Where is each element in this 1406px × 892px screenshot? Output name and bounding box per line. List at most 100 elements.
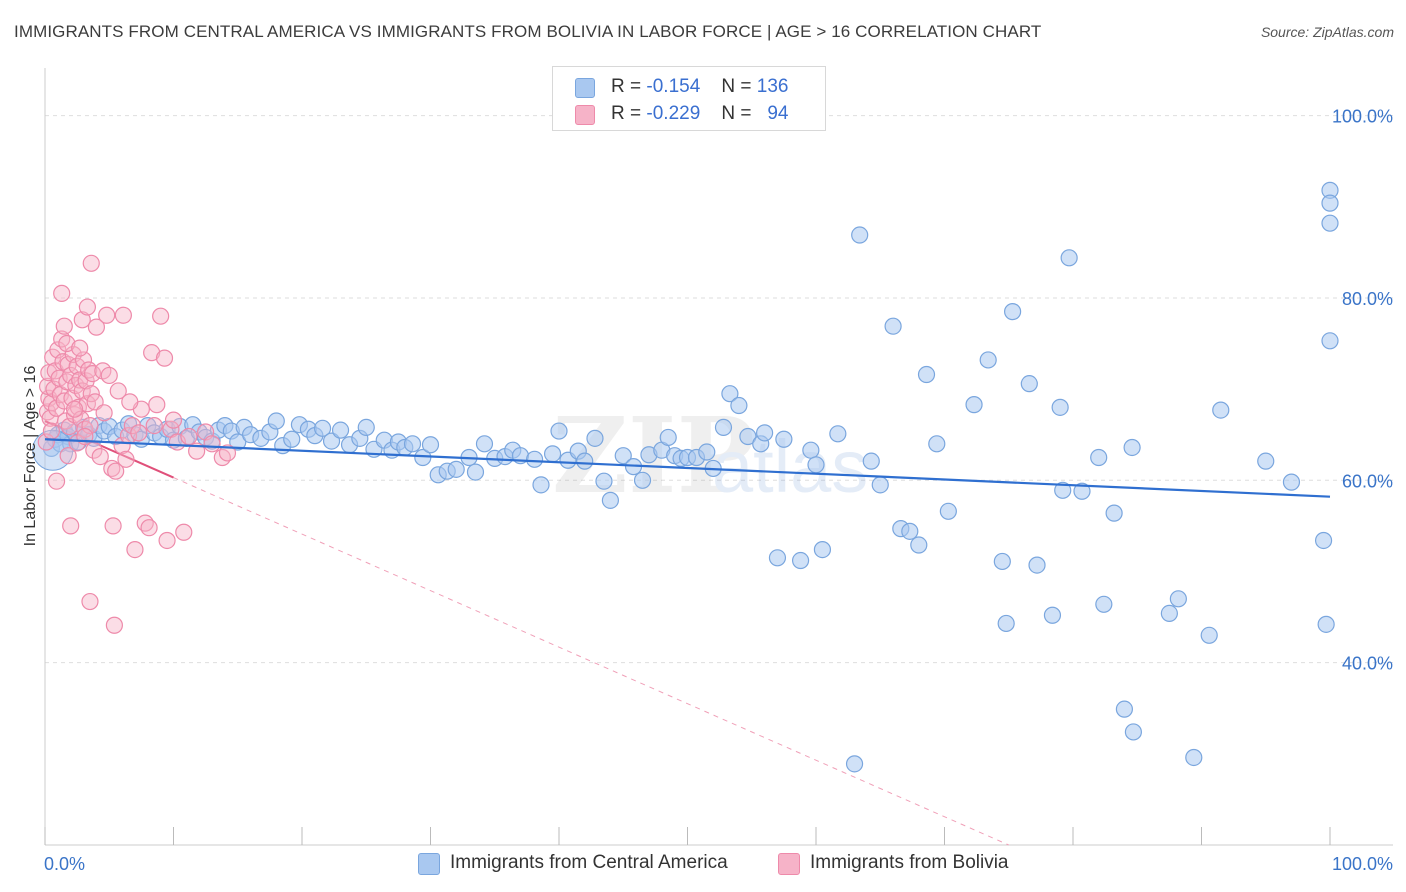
data-point-bolivia xyxy=(83,365,102,383)
data-point-bolivia xyxy=(72,410,90,428)
legend-n-label: N = xyxy=(721,103,752,124)
data-point-central-america xyxy=(807,456,825,474)
data-point-bolivia xyxy=(58,334,76,353)
data-point-central-america xyxy=(768,549,787,567)
data-point-bolivia xyxy=(145,416,163,435)
x-tick-label-min: 0.0% xyxy=(44,854,85,874)
data-point-central-america xyxy=(1160,604,1178,623)
data-point-bolivia xyxy=(117,450,135,468)
data-point-central-america xyxy=(910,536,928,554)
bottom-legend-swatch-blue xyxy=(418,853,440,875)
data-point-bolivia xyxy=(158,531,176,550)
data-point-central-america xyxy=(1257,452,1275,470)
data-point-bolivia xyxy=(203,435,221,453)
data-point-central-america xyxy=(229,433,247,451)
data-point-central-america xyxy=(543,445,562,463)
data-point-bolivia xyxy=(126,540,144,559)
data-point-central-america xyxy=(475,435,494,453)
data-point-bolivia xyxy=(55,317,73,335)
y-tick-label: 80.0% xyxy=(1342,289,1393,309)
data-point-central-america xyxy=(965,396,983,414)
data-point-bolivia xyxy=(164,411,183,429)
x-tick-labels: 0.0% 100.0% xyxy=(44,854,1393,874)
data-point-central-america xyxy=(614,447,632,465)
data-point-central-america xyxy=(917,365,936,384)
data-point-central-america xyxy=(1060,249,1078,267)
data-point-central-america xyxy=(1028,556,1046,574)
legend-r-value-blue: -0.154 xyxy=(646,76,701,97)
data-point-bolivia xyxy=(73,311,91,329)
data-point-central-america xyxy=(714,418,733,437)
data-point-central-america xyxy=(1105,504,1123,522)
data-point-central-america xyxy=(525,450,544,468)
data-point-central-america xyxy=(1090,448,1108,467)
data-point-central-america xyxy=(586,429,604,447)
data-point-bolivia xyxy=(104,517,122,535)
data-point-central-america xyxy=(1314,531,1333,550)
bolivia-trend-extension xyxy=(173,477,1009,846)
data-point-central-america xyxy=(601,491,620,509)
data-point-central-america xyxy=(1051,398,1069,416)
data-point-central-america xyxy=(802,441,820,459)
data-point-central-america xyxy=(979,351,997,369)
data-point-bolivia xyxy=(121,393,139,411)
data-point-central-america xyxy=(845,755,864,773)
legend-n-label: N = xyxy=(721,76,752,97)
y-tick-labels: 40.0% 60.0% 80.0% 100.0% xyxy=(1332,107,1393,674)
data-point-central-america xyxy=(1282,473,1301,491)
data-point-central-america xyxy=(1054,481,1072,499)
data-point-bolivia xyxy=(37,433,55,451)
data-point-central-america xyxy=(267,412,285,430)
data-point-bolivia xyxy=(100,366,118,385)
data-point-bolivia xyxy=(130,424,148,442)
data-point-central-america xyxy=(283,430,301,448)
legend-n-value-blue: 136 xyxy=(756,76,789,97)
data-point-central-america xyxy=(851,226,869,244)
data-point-bolivia xyxy=(155,349,174,367)
legend-r-label: R = xyxy=(611,76,642,97)
data-point-central-america xyxy=(997,614,1015,633)
data-point-central-america xyxy=(1169,590,1187,608)
data-point-bolivia xyxy=(95,404,113,422)
data-point-central-america xyxy=(862,452,880,470)
y-tick-label: 100.0% xyxy=(1332,107,1393,127)
data-point-central-america xyxy=(993,552,1011,571)
data-point-bolivia xyxy=(87,318,106,336)
central-america-trend xyxy=(44,438,1331,498)
data-point-bolivia xyxy=(65,400,84,418)
data-point-bolivia xyxy=(47,472,66,490)
data-point-bolivia xyxy=(148,396,166,414)
data-point-bolivia xyxy=(82,254,100,272)
bottom-legend-swatch-pink xyxy=(778,853,800,875)
data-point-bolivia xyxy=(107,462,125,480)
data-point-central-america xyxy=(421,436,440,454)
data-point-bolivia xyxy=(78,298,97,316)
data-point-central-america xyxy=(1115,700,1134,718)
data-point-central-america xyxy=(698,443,716,461)
data-point-central-america xyxy=(1321,194,1339,212)
central-america-points xyxy=(32,181,1339,773)
data-point-central-america xyxy=(1321,214,1339,232)
data-point-bolivia xyxy=(81,592,99,611)
data-point-bolivia xyxy=(143,344,161,362)
data-point-central-america xyxy=(1004,303,1022,321)
data-point-central-america xyxy=(532,476,550,494)
data-point-central-america xyxy=(775,430,793,448)
bottom-legend-label-pink: Immigrants from Bolivia xyxy=(810,852,1009,873)
data-point-central-america xyxy=(1043,606,1062,624)
data-point-central-america xyxy=(1073,482,1091,500)
central-america-trend-line xyxy=(44,438,1331,498)
data-point-central-america xyxy=(1185,748,1203,767)
data-point-central-america xyxy=(739,427,757,446)
correlation-legend: R = -0.154 N = 136 R = -0.229 N = 94 xyxy=(552,66,826,131)
data-point-bolivia xyxy=(81,416,99,435)
data-point-central-america xyxy=(813,540,832,559)
data-point-central-america xyxy=(576,452,594,470)
data-point-bolivia xyxy=(98,306,116,324)
data-point-bolivia xyxy=(91,447,109,466)
data-point-bolivia xyxy=(42,422,61,440)
data-point-central-america xyxy=(550,422,568,440)
data-point-bolivia xyxy=(114,306,132,324)
data-point-central-america xyxy=(1020,375,1038,393)
data-point-central-america xyxy=(403,435,422,453)
